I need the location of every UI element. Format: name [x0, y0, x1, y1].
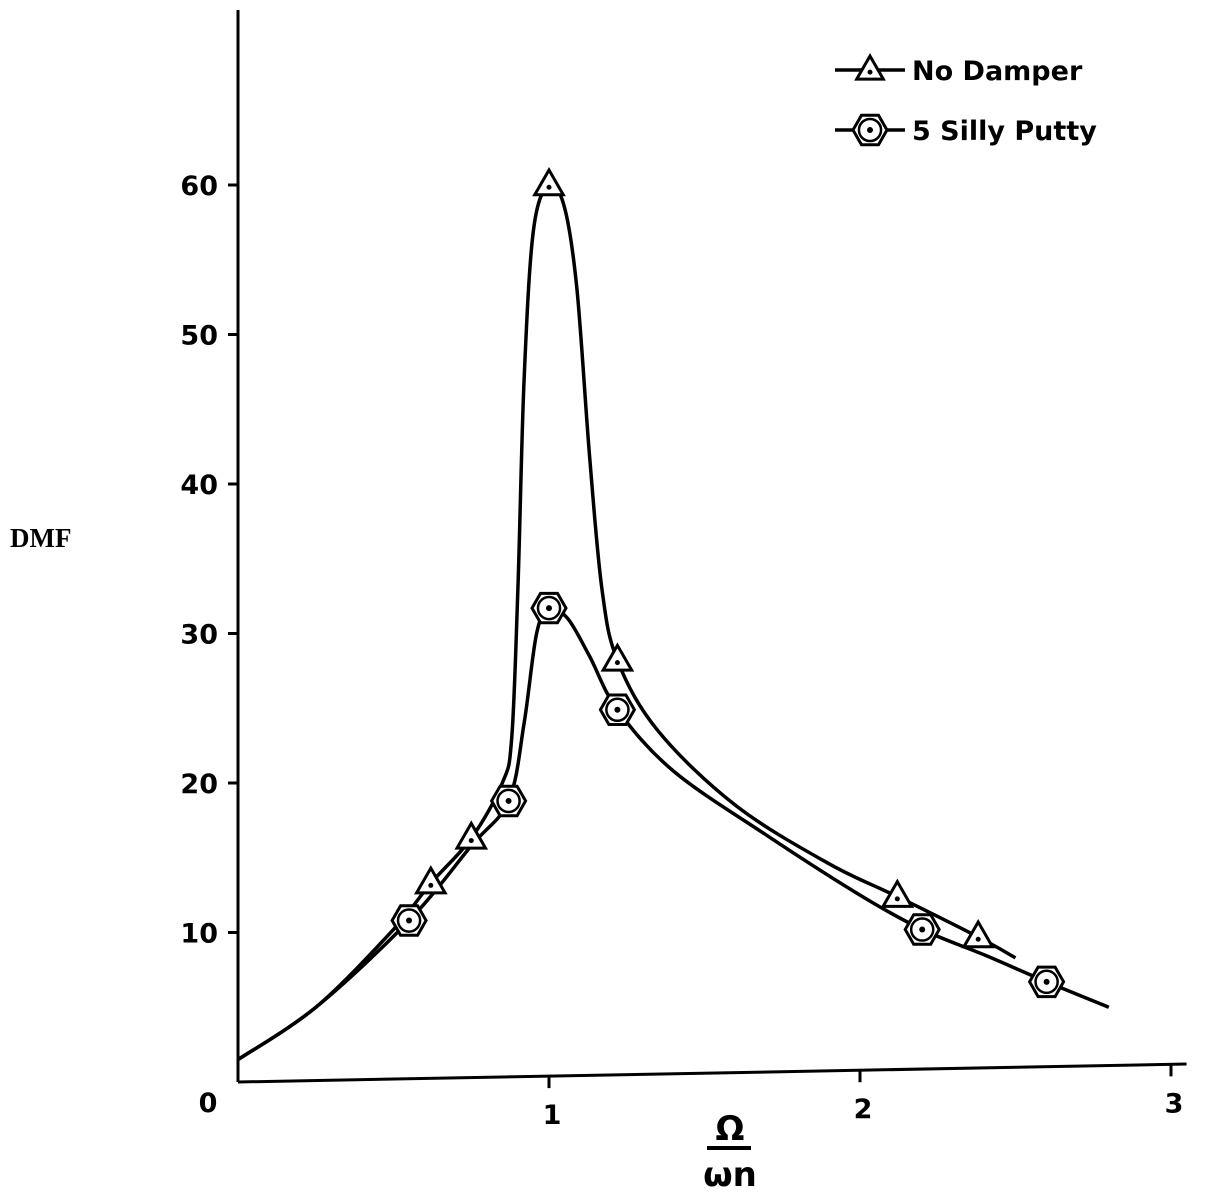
x-tick-label-1: 1	[543, 1100, 562, 1131]
silly-putty-point-3-dot	[614, 706, 621, 713]
legend-marker-silly-putty-ring	[857, 117, 883, 143]
silly-putty-point-1-ring	[496, 788, 521, 814]
x-tick-label-2: 2	[854, 1094, 873, 1125]
x-axis-line	[237, 1062, 1187, 1084]
x-tick-label-3: 3	[1165, 1088, 1184, 1119]
no-damper-point-3-dot	[614, 660, 620, 666]
y-tick-label-20: 20	[180, 769, 218, 800]
y-tick-label-50: 50	[180, 321, 218, 352]
silly-putty-curve	[237, 605, 1110, 1062]
silly-putty-point-2-ring	[536, 595, 562, 621]
axes	[228, 10, 1187, 1089]
y-tick-label-40: 40	[180, 470, 218, 501]
silly-putty-point-0-ring	[396, 908, 422, 933]
silly-putty-point-2-dot	[546, 605, 552, 612]
legend-label-no-damper: No Damper	[912, 56, 1083, 87]
series-markers	[390, 166, 1066, 999]
no-damper-point-0-dot	[428, 882, 434, 888]
silly-putty-point-0-dot	[406, 917, 413, 924]
silly-putty-point-5-dot	[1043, 978, 1050, 985]
no-damper-point-2	[532, 166, 566, 197]
silly-putty-point-4-dot	[919, 926, 926, 933]
no-damper-curve	[237, 182, 1017, 1062]
y-tick-label-60: 60	[180, 171, 218, 202]
tick-labels: 10 20 30 40 50 60 0 1 2 3	[180, 171, 1183, 1131]
x-tick-label-0: 0	[199, 1088, 218, 1119]
legend: No Damper 5 Silly Putty	[835, 52, 1097, 147]
legend-marker-no-damper	[854, 52, 886, 81]
silly-putty-point-1-dot	[505, 797, 512, 804]
no-damper-point-1-dot	[468, 838, 474, 844]
legend-label-silly-putty: 5 Silly Putty	[912, 116, 1097, 147]
axis-labels: DMF Ω ωn	[10, 523, 757, 1195]
silly-putty-point-3-ring	[605, 697, 630, 723]
x-axis-label-denominator: ωn	[703, 1155, 757, 1195]
no-damper-point-3	[600, 642, 635, 672]
y-axis-label: DMF	[10, 523, 71, 553]
silly-putty-point-5-ring	[1034, 969, 1059, 995]
legend-marker-silly-putty-dot	[867, 127, 873, 133]
legend-marker-no-damper-dot	[867, 69, 873, 75]
y-tick-label-10: 10	[180, 919, 218, 950]
no-damper-point-0	[413, 865, 448, 895]
no-damper-point-4	[880, 878, 915, 908]
silly-putty-point-4-ring	[909, 917, 935, 942]
no-damper-point-5	[961, 918, 996, 949]
no-damper-point-4-dot	[894, 896, 900, 902]
no-damper-point-2-dot	[546, 184, 552, 190]
no-damper-point-1	[454, 820, 489, 850]
y-tick-label-30: 30	[180, 620, 218, 651]
x-axis-label-numerator: Ω	[716, 1109, 745, 1149]
no-damper-point-5-dot	[975, 936, 981, 942]
